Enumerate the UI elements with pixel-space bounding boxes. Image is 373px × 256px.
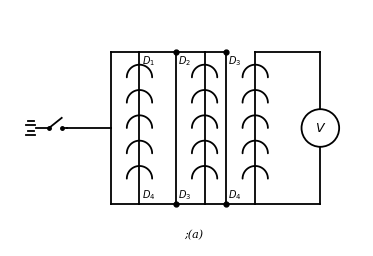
Text: ;(a): ;(a) — [184, 230, 203, 240]
Text: $D_4$: $D_4$ — [142, 188, 155, 202]
Text: $D_3$: $D_3$ — [229, 54, 242, 68]
Text: $V$: $V$ — [315, 122, 326, 134]
Text: $D_1$: $D_1$ — [142, 54, 155, 68]
Text: $D_3$: $D_3$ — [178, 188, 191, 202]
Text: $D_4$: $D_4$ — [229, 188, 242, 202]
Text: $D_2$: $D_2$ — [178, 54, 191, 68]
